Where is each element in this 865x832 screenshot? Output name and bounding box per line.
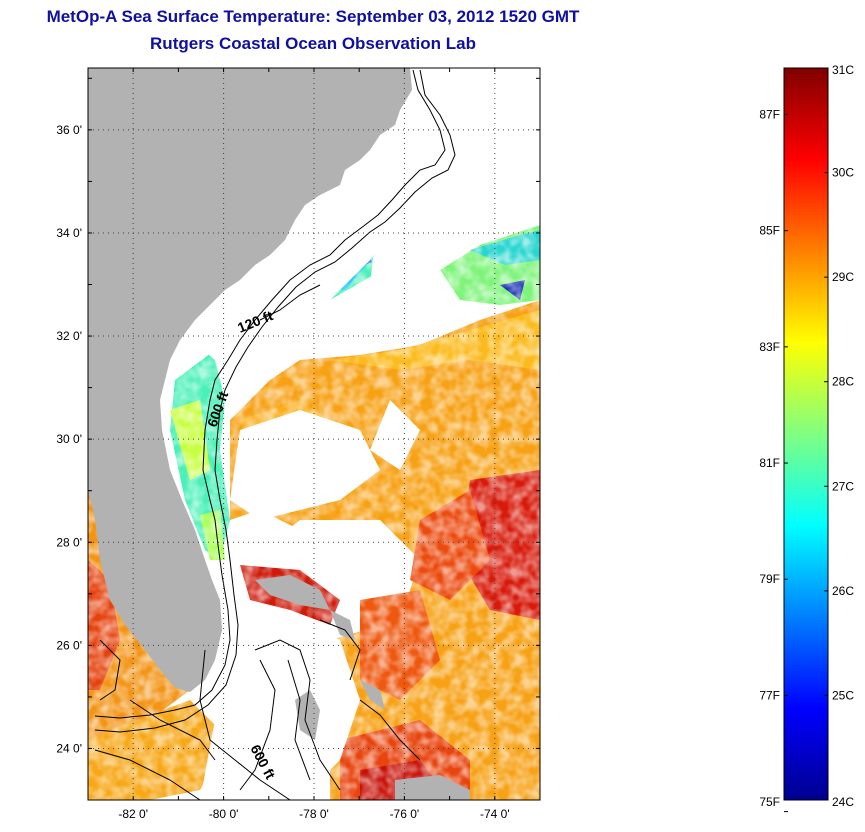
- colorbar-c-label: 25C: [832, 688, 854, 702]
- lat-tick-label: 28 0': [56, 535, 82, 549]
- colorbar-f-label: 85F: [759, 224, 780, 238]
- lon-tick-label: -76 0': [390, 807, 420, 821]
- map-gridlines: [88, 68, 540, 800]
- lat-tick-label: 32 0': [56, 329, 82, 343]
- lon-tick-label: -80 0': [209, 807, 239, 821]
- lat-tick-label: 36 0': [56, 123, 82, 137]
- colorbar-fahrenheit-labels: 87F 85F 83F 81F 79F 77F 75F: [759, 107, 780, 809]
- colorbar-c-label: 26C: [832, 584, 854, 598]
- colorbar-f-label: 79F: [759, 572, 780, 586]
- colorbar-c-label: 27C: [832, 479, 854, 493]
- colorbar-f-label: 81F: [759, 456, 780, 470]
- colorbar-c-label: 28C: [832, 375, 854, 389]
- lon-tick-label: -78 0': [299, 807, 329, 821]
- colorbar-f-label: 77F: [759, 688, 780, 702]
- lat-tick-label: 34 0': [56, 226, 82, 240]
- lat-tick-label: 30 0': [56, 432, 82, 446]
- bathymetry-contours: [94, 69, 456, 800]
- colorbar: [783, 67, 829, 801]
- colorbar-celsius-labels: 31C 30C 29C 28C 27C 26C 25C 24C: [832, 63, 854, 809]
- longitude-labels: -82 0' -80 0' -78 0' -76 0' -74 0': [118, 807, 509, 821]
- map-title: MetOp-A Sea Surface Temperature: Septemb…: [46, 7, 580, 26]
- colorbar-ticks: [784, 67, 828, 813]
- colorbar-f-label: 87F: [759, 107, 780, 121]
- colorbar-f-label: 83F: [759, 340, 780, 354]
- lon-tick-label: -74 0': [480, 807, 510, 821]
- colorbar-c-label: 31C: [832, 63, 854, 77]
- colorbar-c-label: 30C: [832, 166, 854, 180]
- lat-tick-label: 26 0': [56, 638, 82, 652]
- colorbar-c-label: 24C: [832, 795, 854, 809]
- map-subtitle: Rutgers Coastal Ocean Observation Lab: [150, 34, 476, 53]
- latitude-labels: 36 0' 34 0' 32 0' 30 0' 28 0' 26 0' 24 0': [56, 123, 82, 756]
- lat-tick-label: 24 0': [56, 741, 82, 755]
- lon-tick-label: -82 0': [118, 807, 148, 821]
- colorbar-f-label: 75F: [759, 795, 780, 809]
- colorbar-c-label: 29C: [832, 270, 854, 284]
- land-mass: [88, 68, 470, 800]
- map-axis-ticks: [87, 68, 541, 801]
